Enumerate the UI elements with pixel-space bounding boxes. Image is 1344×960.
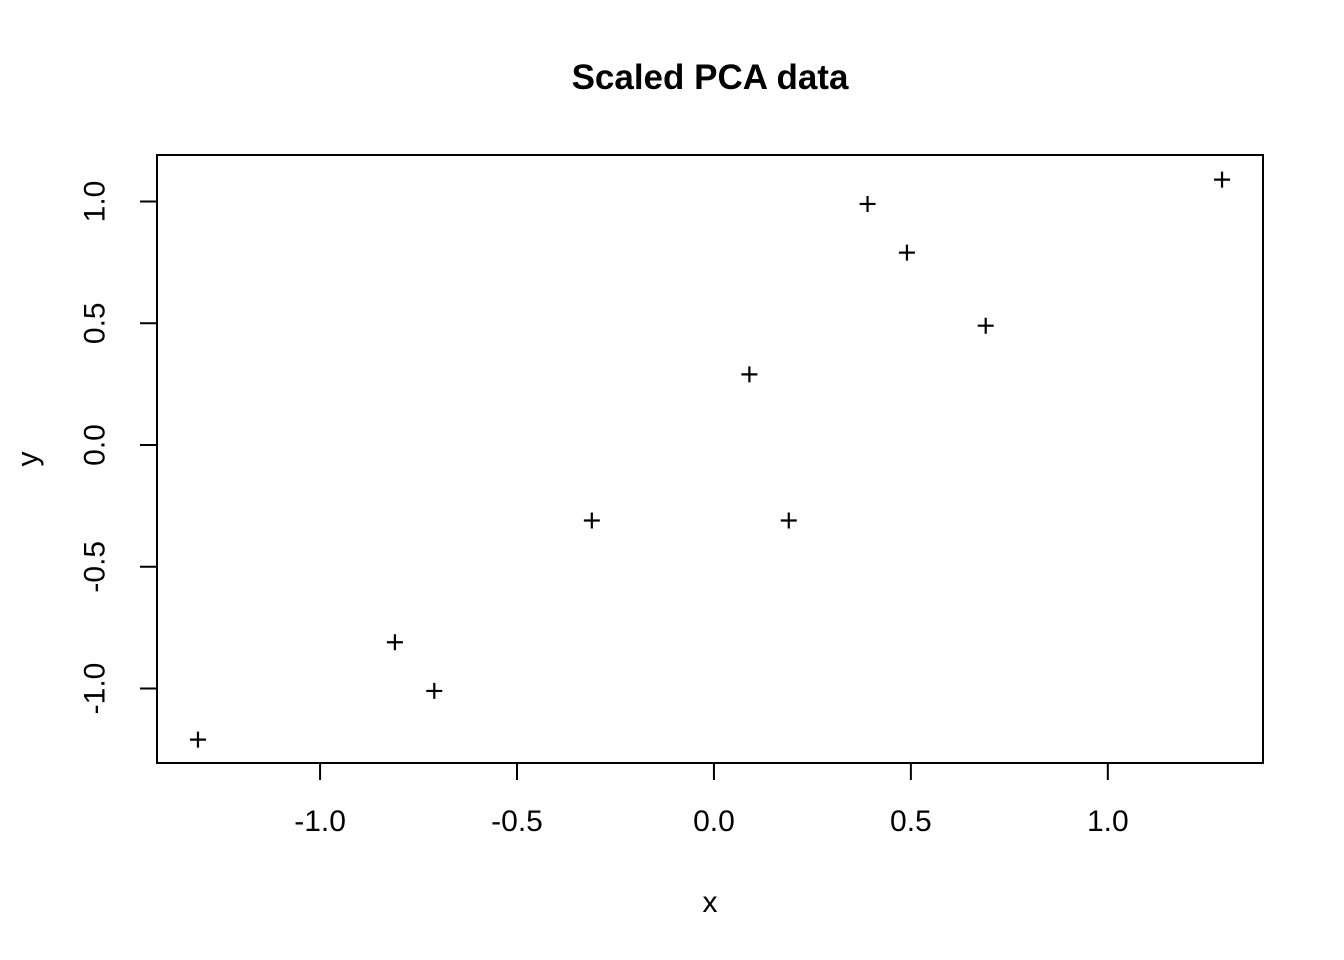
data-point-marker	[189, 731, 206, 748]
data-point-marker	[741, 366, 758, 383]
y-tick-label: -1.0	[79, 663, 112, 715]
data-point-marker	[898, 244, 915, 261]
x-axis-label: x	[703, 886, 718, 919]
x-axis: -1.0 -0.5 0.0 0.5 1.0	[294, 763, 1129, 838]
y-tick-label: 0.0	[79, 424, 112, 466]
data-point-marker	[386, 634, 403, 651]
x-tick-label: -1.0	[294, 805, 346, 838]
y-tick-label: 1.0	[79, 181, 112, 223]
y-axis-label: y	[12, 452, 45, 467]
y-tick-label: -0.5	[79, 541, 112, 593]
data-point-marker	[859, 195, 876, 212]
data-point-marker	[780, 512, 797, 529]
data-point-marker	[977, 317, 994, 334]
data-points	[189, 171, 1231, 748]
data-point-marker	[426, 682, 443, 699]
x-tick-label: 0.5	[890, 805, 932, 838]
y-axis: -1.0 -0.5 0.0 0.5 1.0	[79, 181, 157, 715]
data-point-marker	[1214, 171, 1231, 188]
y-tick-label: 0.5	[79, 302, 112, 344]
x-tick-label: 1.0	[1087, 805, 1129, 838]
x-tick-label: 0.0	[693, 805, 735, 838]
data-point-marker	[583, 512, 600, 529]
x-tick-label: -0.5	[491, 805, 543, 838]
plot-box	[156, 154, 1264, 764]
chart-title: Scaled PCA data	[572, 58, 849, 97]
